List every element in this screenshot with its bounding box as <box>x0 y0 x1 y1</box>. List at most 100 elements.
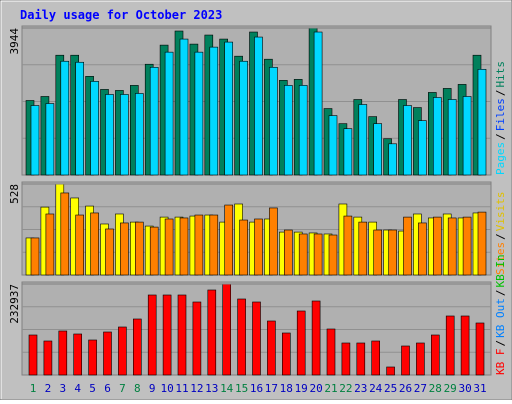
bar <box>283 85 293 176</box>
bar <box>192 301 202 376</box>
x-tick-label: 17 <box>265 382 278 395</box>
bar <box>222 283 231 376</box>
x-tick-label: 9 <box>149 382 156 395</box>
bar <box>149 66 159 176</box>
x-tick-label: 28 <box>429 382 442 395</box>
bar <box>252 301 261 376</box>
bar <box>147 294 157 376</box>
x-tick-label: 10 <box>160 382 173 395</box>
y-tick-label: 528 <box>8 184 21 204</box>
bar <box>209 214 219 276</box>
bar <box>177 294 187 376</box>
x-tick-label: 1 <box>30 382 37 395</box>
y-tick-label: 232937 <box>8 284 21 324</box>
legend-separator: / <box>494 233 507 240</box>
bar <box>341 342 351 376</box>
legend: Sites /Visits <box>494 192 507 276</box>
bar <box>477 68 487 176</box>
bar <box>358 221 368 276</box>
x-tick-label: 7 <box>119 382 126 395</box>
bar <box>179 217 189 276</box>
bar <box>432 97 442 176</box>
x-tick-label: 22 <box>339 382 352 395</box>
bar <box>269 207 278 276</box>
y-tick-label: 3944 <box>8 28 21 55</box>
x-tick-label: 29 <box>444 382 457 395</box>
x-tick-label: 3 <box>59 382 66 395</box>
bar <box>254 218 263 276</box>
bar <box>269 66 278 176</box>
legend: Pages/Files/Hits <box>494 61 507 175</box>
bar <box>60 60 70 176</box>
bar <box>239 60 248 176</box>
legend-entry: Pages <box>494 142 507 175</box>
legend-entry: KB Out <box>494 298 507 338</box>
legend-separator: / <box>494 290 507 297</box>
bar <box>164 218 174 276</box>
bar <box>418 120 427 176</box>
x-tick-label: 27 <box>414 382 427 395</box>
bar <box>462 216 472 276</box>
legend-entry: Hits <box>494 61 507 88</box>
bar <box>105 94 114 176</box>
bar <box>194 214 204 276</box>
bar <box>460 315 470 376</box>
x-tick-label: 24 <box>369 382 383 395</box>
chart-title: Daily usage for October 2023 <box>20 8 222 22</box>
bar <box>403 105 412 176</box>
x-tick-label: 12 <box>190 382 203 395</box>
legend: KB F/KB Out/KB In <box>494 254 507 375</box>
bar <box>418 222 427 276</box>
bar <box>267 320 276 376</box>
bar <box>133 318 142 376</box>
bar <box>283 229 293 276</box>
x-tick-label: 16 <box>250 382 263 395</box>
x-tick-label: 31 <box>473 382 486 395</box>
x-tick-label: 14 <box>220 382 234 395</box>
bar <box>254 36 263 176</box>
bar <box>162 294 172 376</box>
bar <box>58 330 68 376</box>
bar <box>326 328 336 376</box>
bar <box>135 93 144 176</box>
bar <box>209 46 219 176</box>
bar <box>358 104 368 176</box>
bar <box>224 204 233 276</box>
bar <box>103 331 112 376</box>
bar <box>298 85 308 176</box>
bar <box>477 211 487 276</box>
bar <box>298 233 308 276</box>
x-tick-label: 11 <box>175 382 188 395</box>
bar <box>475 322 485 376</box>
bar <box>43 340 53 376</box>
x-tick-label: 13 <box>205 382 218 395</box>
x-tick-label: 2 <box>45 382 52 395</box>
legend-separator: / <box>494 340 507 347</box>
bar <box>430 334 440 376</box>
bar <box>432 216 442 276</box>
bar <box>445 315 455 376</box>
bar <box>447 99 457 176</box>
bar <box>343 215 353 276</box>
x-tick-label: 18 <box>280 382 293 395</box>
x-tick-label: 8 <box>134 382 141 395</box>
bar <box>311 300 321 376</box>
legend-entry: Sites <box>494 242 507 275</box>
bar <box>224 41 233 176</box>
bar <box>401 345 410 376</box>
legend-entry: Visits <box>494 192 507 232</box>
bar <box>73 333 82 376</box>
bar <box>164 51 174 176</box>
bar <box>105 228 114 276</box>
bar <box>371 340 381 376</box>
bar <box>75 214 84 276</box>
bar <box>296 310 306 376</box>
bar <box>60 192 70 276</box>
bar <box>90 212 99 276</box>
bar <box>328 115 338 176</box>
bar <box>373 229 383 276</box>
bar <box>388 229 397 276</box>
bar <box>403 216 412 276</box>
bar <box>149 226 159 276</box>
